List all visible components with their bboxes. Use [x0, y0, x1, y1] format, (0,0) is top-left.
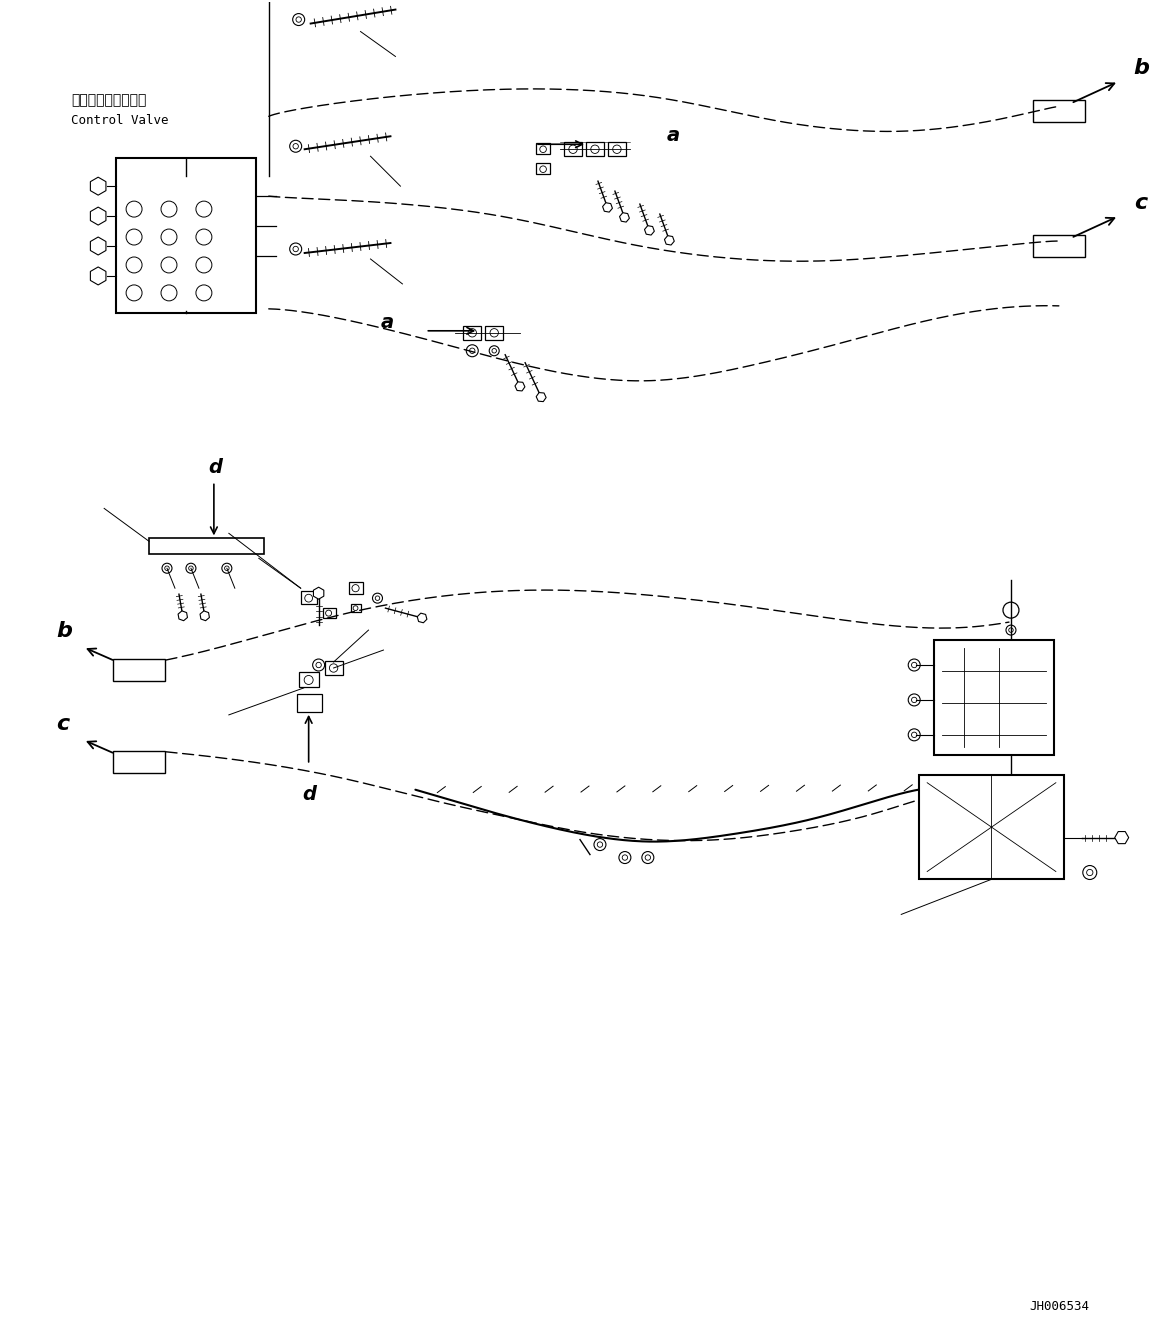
Polygon shape: [1114, 831, 1128, 843]
Bar: [564, 142, 582, 156]
Text: c: c: [1134, 194, 1147, 214]
Polygon shape: [178, 611, 187, 621]
Polygon shape: [602, 203, 613, 212]
Bar: [149, 538, 264, 554]
Bar: [919, 775, 1064, 879]
Polygon shape: [200, 611, 209, 621]
Polygon shape: [515, 382, 525, 391]
Bar: [463, 326, 481, 339]
Bar: [297, 693, 322, 712]
Polygon shape: [644, 226, 655, 235]
Bar: [322, 608, 336, 619]
Bar: [301, 592, 316, 604]
Text: c: c: [56, 713, 70, 733]
Bar: [536, 163, 550, 174]
Bar: [1033, 235, 1085, 257]
Polygon shape: [91, 236, 106, 255]
Bar: [113, 751, 165, 772]
Bar: [485, 326, 504, 339]
Bar: [1033, 100, 1085, 123]
Polygon shape: [620, 212, 629, 222]
Bar: [350, 604, 361, 612]
Text: d: d: [208, 458, 222, 477]
Text: d: d: [302, 784, 316, 804]
Bar: [608, 142, 626, 156]
Polygon shape: [536, 393, 547, 402]
Bar: [116, 158, 256, 313]
Bar: [324, 661, 343, 675]
Text: a: a: [380, 313, 393, 331]
Bar: [299, 672, 319, 687]
Text: b: b: [56, 621, 72, 641]
Polygon shape: [314, 588, 323, 599]
Bar: [536, 143, 550, 154]
Text: コントロールバルブ: コントロールバルブ: [71, 94, 147, 107]
Bar: [113, 659, 165, 681]
Text: b: b: [1134, 59, 1149, 79]
Polygon shape: [91, 178, 106, 195]
Polygon shape: [91, 267, 106, 285]
Bar: [349, 582, 363, 595]
Polygon shape: [91, 207, 106, 224]
Text: a: a: [666, 127, 680, 146]
Polygon shape: [664, 235, 675, 244]
Polygon shape: [418, 613, 427, 623]
Text: Control Valve: Control Valve: [71, 115, 169, 127]
Bar: [586, 142, 604, 156]
Text: JH006534: JH006534: [1029, 1300, 1089, 1313]
Bar: [934, 640, 1054, 755]
